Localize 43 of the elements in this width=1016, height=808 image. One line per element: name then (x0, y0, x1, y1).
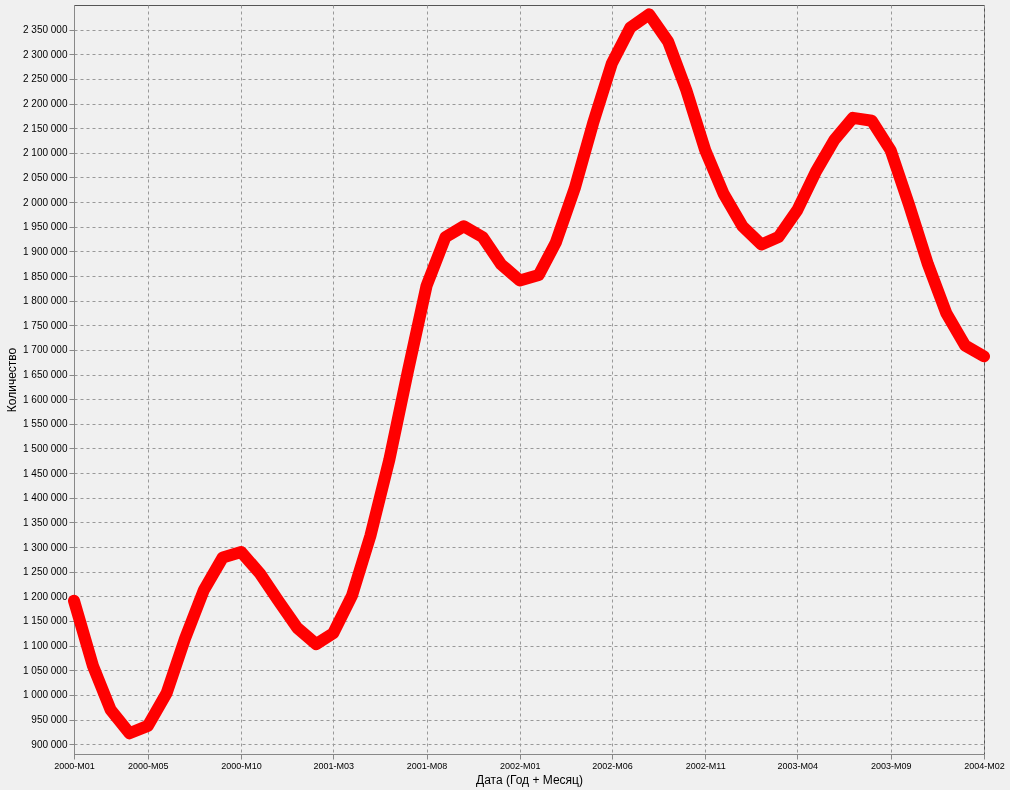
y-axis-title: Количество (5, 347, 20, 413)
y-tick-label: 1 550 000 (23, 418, 68, 430)
x-tick-label: 2002-M11 (685, 760, 726, 771)
y-tick-label: 1 050 000 (23, 664, 68, 676)
x-tick-label: 2000-M10 (221, 760, 262, 771)
y-tick-label: 2 250 000 (23, 73, 68, 85)
y-tick-label: 2 200 000 (23, 98, 68, 110)
y-tick-label: 1 500 000 (23, 442, 68, 454)
x-tick-label: 2003-M04 (777, 760, 819, 771)
x-tick-label: 2003-M09 (870, 760, 912, 771)
y-tick-label: 1 200 000 (23, 590, 68, 602)
y-tick-label: 1 850 000 (23, 270, 68, 282)
y-tick-label: 1 150 000 (23, 615, 68, 627)
x-tick-label: 2004-M02 (964, 760, 1005, 771)
x-tick-label: 2002-M01 (500, 760, 541, 771)
y-tick-label: 900 000 (31, 738, 68, 750)
y-tick-label: 1 900 000 (23, 245, 68, 257)
y-tick-label: 1 950 000 (23, 221, 68, 233)
y-tick-label: 1 450 000 (23, 467, 68, 479)
y-tick-label: 2 050 000 (23, 171, 68, 183)
x-tick-label: 2000-M01 (54, 760, 95, 771)
y-tick-label: 1 100 000 (23, 640, 68, 652)
x-axis-title: Дата (Год + Месяц) (476, 772, 583, 787)
y-tick-label: 1 400 000 (23, 492, 68, 504)
x-tick-label: 2001-M03 (313, 760, 354, 771)
y-tick-label: 2 350 000 (23, 24, 68, 36)
x-tick-label: 2002-M06 (592, 760, 633, 771)
y-tick-label: 2 150 000 (23, 122, 68, 134)
y-tick-label: 1 800 000 (23, 295, 68, 307)
y-tick-label: 2 000 000 (23, 196, 68, 208)
y-tick-label: 2 100 000 (23, 147, 68, 159)
x-tick-label: 2000-M05 (128, 760, 169, 771)
y-tick-label: 950 000 (31, 714, 68, 726)
y-tick-label: 2 300 000 (23, 48, 68, 60)
y-tick-label: 1 250 000 (23, 566, 68, 578)
y-tick-label: 1 000 000 (23, 689, 68, 701)
y-tick-label: 1 350 000 (23, 516, 68, 528)
y-tick-label: 1 750 000 (23, 319, 68, 331)
y-tick-label: 1 650 000 (23, 369, 68, 381)
y-tick-label: 1 700 000 (23, 344, 68, 356)
x-tick-label: 2001-M08 (406, 760, 448, 771)
y-tick-label: 1 600 000 (23, 393, 68, 405)
y-tick-label: 1 300 000 (23, 541, 68, 553)
